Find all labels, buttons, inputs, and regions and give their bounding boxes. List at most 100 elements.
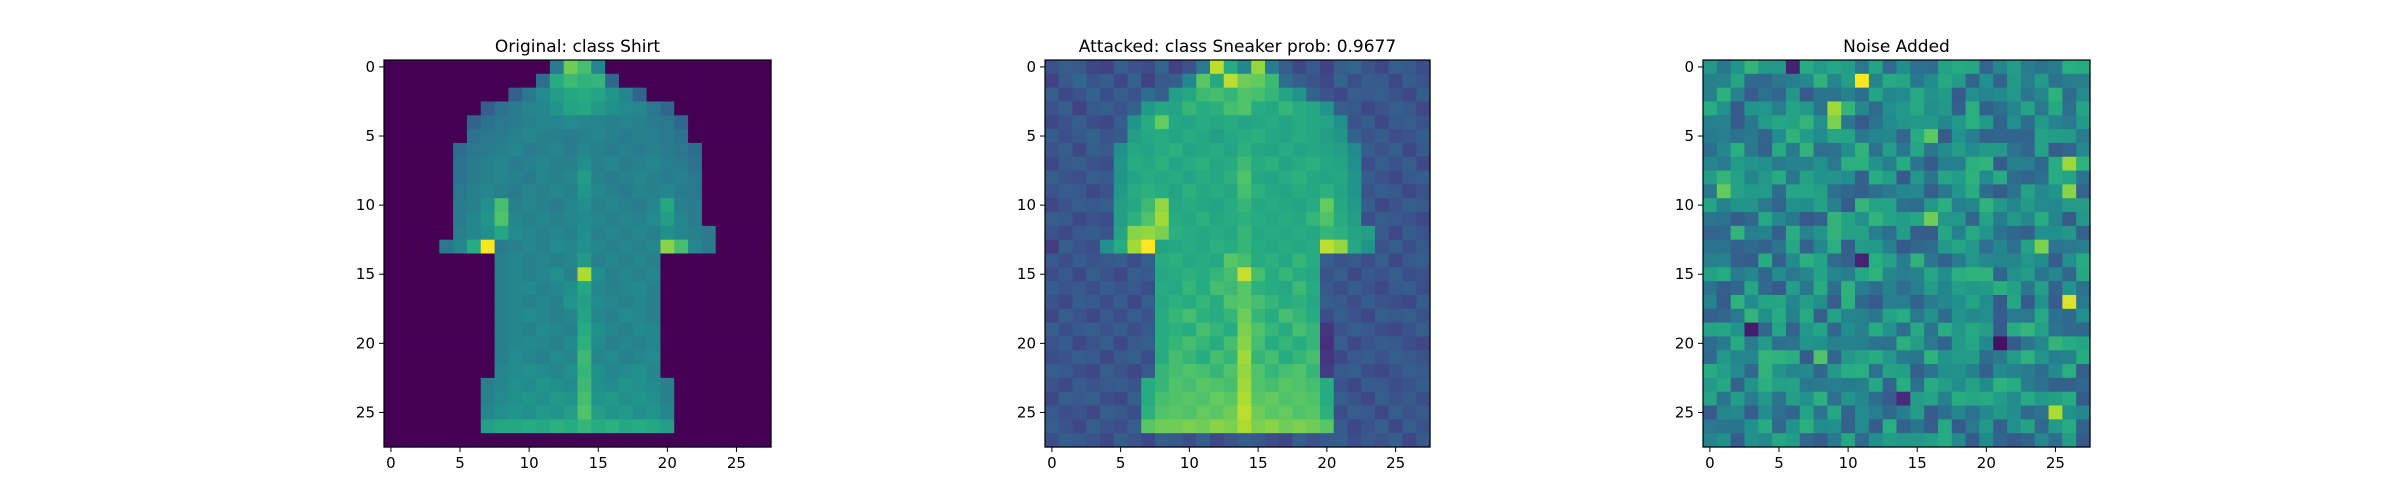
heatmap-cell: [411, 198, 427, 213]
heatmap-cell: [1799, 60, 1815, 75]
heatmap-cell: [1292, 212, 1307, 227]
heatmap-cell: [1855, 391, 1870, 407]
heatmap-cell: [439, 405, 454, 420]
heatmap-cell: [1402, 170, 1417, 185]
heatmap-cell: [1416, 294, 1431, 310]
heatmap-cell: [646, 60, 662, 75]
heatmap-cell: [632, 391, 648, 407]
heatmap-cell: [1320, 170, 1335, 185]
heatmap-cell: [1868, 225, 1884, 241]
heatmap-cell: [715, 60, 731, 75]
heatmap-cell: [1744, 294, 1759, 310]
heatmap-cell: [1100, 198, 1115, 213]
heatmap-cell: [1127, 198, 1142, 213]
heatmap-cell: [397, 142, 413, 158]
heatmap-cell: [1210, 198, 1225, 213]
heatmap-cell: [1141, 225, 1156, 241]
heatmap-cell: [743, 239, 758, 255]
heatmap-cell: [1882, 87, 1898, 103]
heatmap-cell: [577, 212, 592, 227]
heatmap-cell: [1251, 364, 1266, 379]
heatmap-cell: [660, 142, 675, 158]
heatmap-cell: [1868, 212, 1884, 227]
heatmap-cell: [1333, 73, 1349, 89]
heatmap-cell: [2062, 281, 2077, 296]
heatmap-cell: [1086, 73, 1101, 89]
heatmap-cell: [411, 239, 427, 255]
heatmap-cell: [577, 115, 592, 130]
heatmap-cell: [1855, 115, 1870, 130]
heatmap-cell: [632, 364, 648, 379]
heatmap-cell: [1937, 212, 1953, 227]
heatmap-cell: [1100, 212, 1115, 227]
heatmap-cell: [1402, 281, 1417, 296]
heatmap-cell: [1058, 433, 1074, 448]
heatmap-cell: [1937, 364, 1953, 379]
heatmap-cell: [411, 115, 427, 130]
heatmap-cell: [646, 405, 662, 420]
heatmap-cell: [618, 281, 634, 296]
heatmap-cell: [1320, 419, 1335, 434]
heatmap-cell: [2007, 101, 2022, 116]
heatmap-cell: [480, 60, 496, 75]
heatmap-cell: [1320, 198, 1335, 213]
heatmap-cell: [1388, 281, 1404, 296]
heatmap-cell: [1292, 115, 1307, 130]
heatmap-cell: [1361, 419, 1376, 434]
heatmap-cell: [1813, 129, 1828, 144]
heatmap-cell: [1058, 212, 1074, 227]
heatmap-cell: [1416, 184, 1431, 199]
heatmap-cell: [1210, 391, 1225, 407]
heatmap-cell: [1113, 308, 1129, 324]
heatmap-cell: [1965, 73, 1981, 89]
heatmap-cell: [632, 198, 648, 213]
heatmap-cell: [1937, 377, 1953, 393]
heatmap-cell: [757, 115, 772, 130]
heatmap-cell: [549, 73, 565, 89]
heatmap-cell: [2062, 212, 2077, 227]
heatmap-cell: [577, 322, 592, 338]
heatmap-cell: [2062, 60, 2077, 75]
heatmap-cell: [453, 364, 468, 379]
heatmap-cell: [522, 212, 537, 227]
heatmap-cell: [729, 419, 744, 434]
heatmap-cell: [1278, 239, 1294, 255]
heatmap-cell: [1347, 364, 1362, 379]
heatmap-cell: [743, 87, 758, 103]
heatmap-cell: [674, 225, 689, 241]
heatmap-cell: [1113, 129, 1129, 144]
heatmap-cell: [1827, 101, 1842, 116]
heatmap-cell: [743, 336, 758, 351]
heatmap-cell: [549, 60, 565, 75]
heatmap-cell: [1896, 336, 1911, 351]
heatmap-cell: [1182, 364, 1197, 379]
heatmap-cell: [605, 405, 620, 420]
heatmap-cell: [1361, 433, 1376, 448]
heatmap-cell: [2062, 142, 2077, 158]
heatmap-cell: [1086, 308, 1101, 324]
heatmap-cell: [1141, 377, 1156, 393]
heatmap-cell: [1182, 156, 1197, 172]
heatmap-cell: [605, 377, 620, 393]
heatmap-cell: [1965, 322, 1981, 338]
heatmap-cell: [453, 350, 468, 365]
heatmap-cell: [618, 198, 634, 213]
heatmap-cell: [743, 253, 758, 268]
heatmap-cell: [715, 322, 731, 338]
heatmap-cell: [1730, 87, 1746, 103]
heatmap-cell: [425, 60, 440, 75]
heatmap-cell: [1785, 142, 1801, 158]
heatmap-cell: [453, 391, 468, 407]
heatmap-cell: [494, 322, 509, 338]
heatmap-cell: [1785, 225, 1801, 241]
heatmap-cell: [2062, 377, 2077, 393]
heatmap-cell: [1924, 225, 1939, 241]
heatmap-cell: [632, 350, 648, 365]
heatmap-cell: [425, 322, 440, 338]
heatmap-cell: [1416, 267, 1431, 282]
heatmap-cell: [1882, 73, 1898, 89]
heatmap-cell: [632, 60, 648, 75]
heatmap-cell: [522, 253, 537, 268]
heatmap-cell: [1855, 101, 1870, 116]
